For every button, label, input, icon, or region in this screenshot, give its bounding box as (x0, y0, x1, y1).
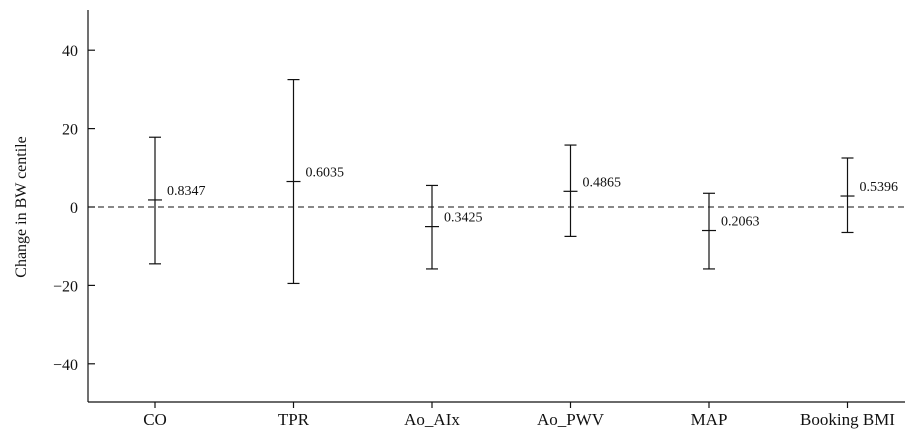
y-ticks: 40 20 0 −20 −40 (53, 43, 95, 374)
error-bar-group: 0.8347 (148, 136, 206, 265)
p-value-label: 0.6035 (306, 166, 345, 181)
x-tick-label: Ao_PWV (537, 410, 605, 429)
x-tick-label: Ao_AIx (404, 410, 460, 429)
y-axis: 40 20 0 −20 −40 (53, 10, 95, 402)
x-tick-label: MAP (691, 410, 728, 429)
error-bar-group: 0.2063 (702, 192, 760, 270)
x-tick-label: CO (143, 410, 167, 429)
y-tick-label: 40 (62, 43, 78, 60)
error-bar-group: 0.4865 (563, 144, 622, 237)
p-value-label: 0.3425 (444, 211, 483, 226)
x-axis: CO TPR Ao_AIx Ao_PWV MAP Booking BMI (88, 401, 905, 429)
p-value-label: 0.4865 (583, 175, 622, 190)
p-value-label: 0.5396 (860, 180, 899, 195)
y-tick-label: 20 (62, 122, 78, 139)
x-tick-label: Booking BMI (800, 410, 895, 429)
y-tick-label: −40 (53, 357, 78, 374)
y-axis-label: Change in BW centile (13, 136, 30, 277)
x-tick-label: TPR (278, 410, 310, 429)
error-bars: 0.8347 0.6035 0.3425 0.4865 0.2063 0.5396 (148, 78, 899, 285)
p-value-label: 0.2063 (721, 215, 760, 230)
x-ticks: CO TPR Ao_AIx Ao_PWV MAP Booking BMI (143, 402, 895, 429)
y-tick-label: 0 (70, 200, 78, 217)
p-value-label: 0.8347 (167, 184, 206, 199)
error-bar-group: 0.3425 (425, 184, 483, 270)
y-tick-label: −20 (53, 278, 78, 295)
error-bar-group: 0.6035 (286, 78, 345, 285)
error-bar-group: 0.5396 (840, 157, 899, 234)
